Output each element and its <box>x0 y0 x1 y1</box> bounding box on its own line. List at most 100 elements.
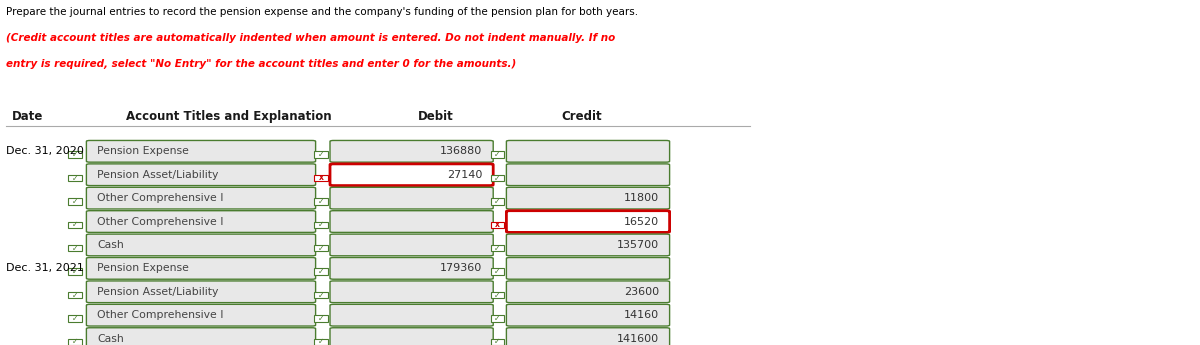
Bar <box>491 339 504 345</box>
FancyBboxPatch shape <box>506 328 670 345</box>
FancyBboxPatch shape <box>330 281 493 303</box>
Bar <box>314 315 328 322</box>
FancyBboxPatch shape <box>86 187 316 209</box>
FancyBboxPatch shape <box>86 257 316 279</box>
Text: Pension Asset/Liability: Pension Asset/Liability <box>97 170 218 180</box>
Bar <box>68 151 82 158</box>
Text: Other Comprehensive I: Other Comprehensive I <box>97 193 223 203</box>
Text: Cash: Cash <box>97 334 124 344</box>
Text: ✓: ✓ <box>72 244 78 253</box>
Bar <box>68 315 82 322</box>
Text: ✓: ✓ <box>494 337 500 345</box>
Text: ✓: ✓ <box>72 314 78 323</box>
Text: x: x <box>494 220 500 229</box>
Bar <box>68 292 82 298</box>
Text: ✓: ✓ <box>318 220 324 229</box>
FancyBboxPatch shape <box>86 234 316 256</box>
Bar <box>314 175 328 181</box>
Text: Cash: Cash <box>97 240 124 250</box>
Text: Date: Date <box>12 110 43 123</box>
Text: ✓: ✓ <box>494 174 500 183</box>
Text: ✓: ✓ <box>494 314 500 323</box>
Text: 27140: 27140 <box>448 170 482 180</box>
FancyBboxPatch shape <box>86 328 316 345</box>
Bar <box>314 292 328 298</box>
Text: ✓: ✓ <box>72 267 78 276</box>
Bar <box>314 245 328 252</box>
FancyBboxPatch shape <box>86 211 316 233</box>
Text: ✓: ✓ <box>494 244 500 253</box>
Bar <box>68 198 82 205</box>
Text: ✓: ✓ <box>318 314 324 323</box>
FancyBboxPatch shape <box>506 187 670 209</box>
Text: Prepare the journal entries to record the pension expense and the company's fund: Prepare the journal entries to record th… <box>6 7 638 17</box>
Bar <box>491 198 504 205</box>
Text: ✓: ✓ <box>494 197 500 206</box>
Text: 23600: 23600 <box>624 287 659 297</box>
Bar <box>314 339 328 345</box>
Bar <box>491 268 504 275</box>
FancyBboxPatch shape <box>506 304 670 326</box>
FancyBboxPatch shape <box>330 140 493 162</box>
Text: Dec. 31, 2021: Dec. 31, 2021 <box>6 263 84 273</box>
Bar <box>68 339 82 345</box>
FancyBboxPatch shape <box>506 281 670 303</box>
Text: ✓: ✓ <box>318 337 324 345</box>
Text: (Credit account titles are automatically indented when amount is entered. Do not: (Credit account titles are automatically… <box>6 33 616 43</box>
Text: ✓: ✓ <box>318 197 324 206</box>
Text: Other Comprehensive I: Other Comprehensive I <box>97 310 223 320</box>
FancyBboxPatch shape <box>330 187 493 209</box>
FancyBboxPatch shape <box>330 328 493 345</box>
Text: Credit: Credit <box>562 110 602 123</box>
FancyBboxPatch shape <box>330 257 493 279</box>
Text: ✓: ✓ <box>494 267 500 276</box>
Bar <box>491 315 504 322</box>
Bar <box>491 245 504 252</box>
Text: entry is required, select "No Entry" for the account titles and enter 0 for the : entry is required, select "No Entry" for… <box>6 59 516 69</box>
Bar <box>314 198 328 205</box>
Text: Pension Expense: Pension Expense <box>97 263 190 273</box>
Text: ✓: ✓ <box>318 290 324 299</box>
Text: ✓: ✓ <box>72 197 78 206</box>
Text: ✓: ✓ <box>494 150 500 159</box>
FancyBboxPatch shape <box>506 234 670 256</box>
Bar <box>314 151 328 158</box>
Text: 11800: 11800 <box>624 193 659 203</box>
Text: ✓: ✓ <box>72 150 78 159</box>
FancyBboxPatch shape <box>506 211 670 233</box>
Text: ✓: ✓ <box>72 220 78 229</box>
Text: ✓: ✓ <box>72 337 78 345</box>
Text: x: x <box>318 174 324 183</box>
Text: Account Titles and Explanation: Account Titles and Explanation <box>126 110 331 123</box>
FancyBboxPatch shape <box>330 164 493 186</box>
Text: Pension Asset/Liability: Pension Asset/Liability <box>97 287 218 297</box>
Bar <box>314 221 328 228</box>
Bar <box>68 221 82 228</box>
Bar <box>491 221 504 228</box>
FancyBboxPatch shape <box>330 234 493 256</box>
Bar <box>68 245 82 252</box>
Bar <box>491 151 504 158</box>
Text: Pension Expense: Pension Expense <box>97 146 190 156</box>
Bar <box>491 292 504 298</box>
FancyBboxPatch shape <box>86 140 316 162</box>
Text: 135700: 135700 <box>617 240 659 250</box>
Text: 14160: 14160 <box>624 310 659 320</box>
Text: ✓: ✓ <box>494 290 500 299</box>
FancyBboxPatch shape <box>506 164 670 186</box>
Text: Other Comprehensive I: Other Comprehensive I <box>97 217 223 227</box>
FancyBboxPatch shape <box>330 304 493 326</box>
FancyBboxPatch shape <box>86 281 316 303</box>
Text: 141600: 141600 <box>617 334 659 344</box>
Text: Dec. 31, 2020: Dec. 31, 2020 <box>6 146 84 156</box>
Text: 16520: 16520 <box>624 217 659 227</box>
Text: ✓: ✓ <box>318 150 324 159</box>
Text: 136880: 136880 <box>440 146 482 156</box>
Bar <box>68 268 82 275</box>
Text: ✓: ✓ <box>72 290 78 299</box>
FancyBboxPatch shape <box>330 211 493 233</box>
Text: ✓: ✓ <box>72 174 78 183</box>
Text: 179360: 179360 <box>440 263 482 273</box>
Text: ✓: ✓ <box>318 244 324 253</box>
Bar <box>491 175 504 181</box>
